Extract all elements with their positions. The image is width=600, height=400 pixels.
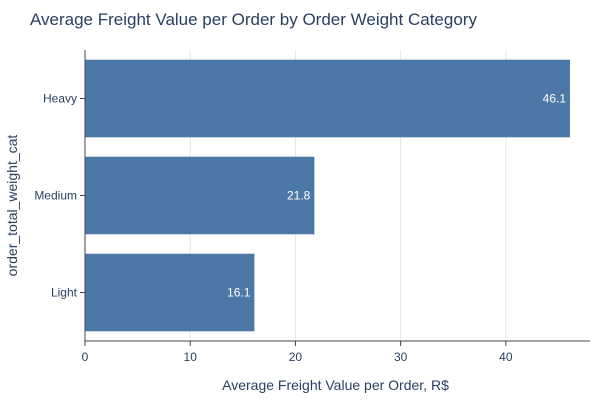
x-tick-label: 40 (499, 350, 513, 364)
x-tick-label: 10 (184, 350, 198, 364)
bars (85, 59, 571, 332)
data-label-medium: 21.8 (287, 189, 311, 203)
x-tick-label: 0 (82, 350, 89, 364)
x-axis-title: Average Freight Value per Order, R$ (222, 377, 449, 393)
y-tick-label: Heavy (43, 92, 77, 106)
x-tick-label: 20 (289, 350, 303, 364)
chart-title: Average Freight Value per Order by Order… (30, 10, 477, 29)
axes: 0 10 20 30 40 Heavy Medium Light (34, 50, 590, 364)
data-labels: 46.1 21.8 16.1 (227, 92, 566, 300)
y-axis-title: order_total_weight_cat (4, 135, 20, 277)
bar-medium (85, 156, 315, 235)
y-tick-label: Light (51, 286, 78, 300)
data-label-heavy: 46.1 (543, 92, 567, 106)
y-tick-label: Medium (34, 189, 77, 203)
x-tick-label: 30 (394, 350, 408, 364)
bar-heavy (85, 59, 571, 138)
bar-light (85, 253, 255, 332)
data-label-light: 16.1 (227, 286, 251, 300)
